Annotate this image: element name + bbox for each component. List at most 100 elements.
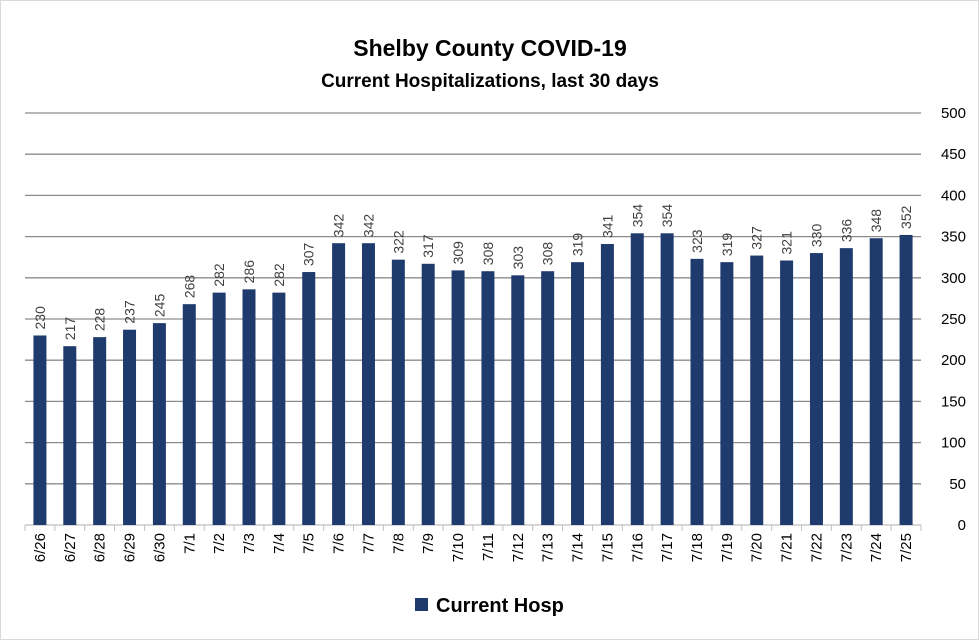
data-labels: 230 217 228 237 245 268 282 286 282 307 342 342 322 3… [32,204,914,340]
bar [481,271,495,525]
x-tick-label: 7/4 [271,533,288,554]
bar [600,244,614,526]
bar [720,262,734,525]
y-tick-label: 450 [941,146,966,163]
y-axis-ticks: 0 50 100 150 200 250 300 350 400 450 500 [941,105,966,534]
bar [33,335,47,525]
x-tick-label: 7/12 [510,533,527,562]
data-label: 230 [32,306,48,330]
x-tick-label: 7/19 [719,533,736,562]
chart-title: Shelby County COVID-19 [353,35,626,61]
data-label: 319 [570,233,586,257]
y-tick-label: 100 [941,435,966,452]
data-label: 352 [898,205,914,229]
bar [391,259,405,525]
data-label: 228 [92,308,108,332]
bar [302,272,316,525]
data-label: 354 [659,204,675,228]
legend: Current Hosp [415,595,564,617]
data-label: 336 [838,219,854,243]
chart-subtitle: Current Hospitalizations, last 30 days [321,71,659,92]
x-tick-label: 7/16 [629,533,646,562]
data-label: 354 [629,204,645,228]
x-tick-label: 7/18 [689,533,706,562]
data-label: 348 [868,209,884,233]
data-label: 321 [779,231,795,255]
bar [541,271,555,525]
data-label: 322 [390,230,406,254]
x-tick-label: 7/3 [241,533,258,554]
data-label: 282 [271,263,287,287]
legend-swatch [415,598,428,611]
data-label: 286 [241,260,257,284]
x-tick-label: 7/13 [540,533,557,562]
bar [571,262,585,525]
x-axis-ticks: 6/26 6/27 6/28 6/29 6/30 7/1 7/2 7/3 7/4 7/5 7/6 7/… [24,525,922,562]
x-tick-label: 6/27 [62,533,79,562]
data-label: 282 [211,263,227,287]
x-tick-label: 7/23 [838,533,855,562]
data-label: 308 [540,242,556,266]
bar [690,258,704,525]
x-tick-label: 7/21 [779,533,796,562]
x-tick-label: 7/6 [331,533,348,554]
data-label: 268 [181,275,197,299]
data-label: 342 [360,214,376,238]
y-tick-label: 250 [941,311,966,328]
x-tick-label: 7/5 [301,533,318,554]
bar [511,275,525,525]
y-tick-label: 50 [949,476,966,493]
data-label: 323 [689,229,705,253]
y-tick-label: 150 [941,393,966,410]
data-label: 217 [62,317,78,341]
y-tick-label: 500 [941,105,966,122]
x-tick-label: 7/2 [211,533,228,554]
bar [332,243,346,525]
x-tick-label: 7/22 [808,533,825,562]
bar [272,292,286,525]
y-tick-label: 400 [941,187,966,204]
x-tick-label: 7/20 [749,533,766,562]
data-label: 307 [301,242,317,266]
bar [451,270,465,525]
x-tick-label: 7/15 [599,533,616,562]
bar [242,289,256,525]
bar [780,260,794,525]
bar [123,329,137,525]
data-label: 330 [808,224,824,248]
bar [750,255,764,525]
gridlines [25,112,921,526]
x-tick-label: 6/29 [122,533,139,562]
data-label: 245 [151,294,167,318]
y-tick-label: 350 [941,229,966,246]
data-label: 327 [749,226,765,250]
x-tick-label: 7/25 [898,533,915,562]
data-label: 309 [450,241,466,265]
bar [93,337,107,525]
x-tick-label: 7/9 [420,533,437,554]
data-label: 237 [122,300,138,324]
data-label: 303 [510,246,526,270]
data-label: 317 [420,234,436,258]
bar [630,233,644,525]
y-tick-label: 0 [958,517,966,534]
x-tick-label: 7/24 [868,533,885,562]
x-tick-label: 6/26 [32,533,49,562]
x-tick-label: 6/28 [92,533,109,562]
bar [63,346,77,525]
x-tick-label: 7/11 [480,533,497,561]
bars [33,233,913,526]
bar [899,234,913,525]
data-label: 319 [719,233,735,257]
data-label: 308 [480,242,496,266]
data-label: 341 [599,214,615,238]
x-tick-label: 7/10 [450,533,467,562]
bar [839,248,853,526]
bar [361,243,375,525]
x-tick-label: 7/8 [390,533,407,554]
bar [421,263,435,525]
data-label: 342 [331,214,347,238]
bar [212,292,226,525]
bar [152,323,166,525]
